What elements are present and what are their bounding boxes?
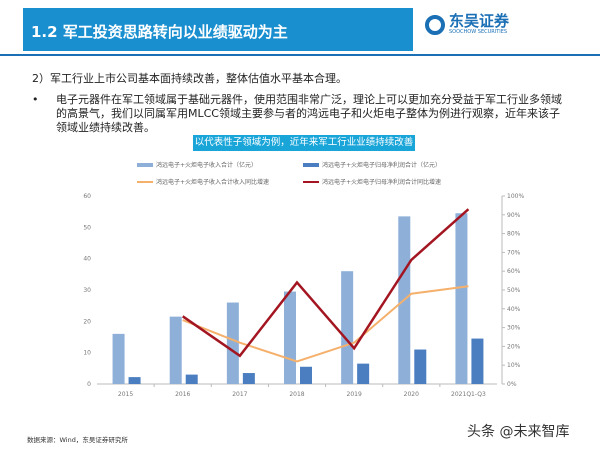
point-2: • 电子元器件在军工领域属于基础元器件，使用范围非常广泛，理论上可以更加充分受益于… (32, 93, 562, 135)
bar-net-profit (242, 373, 255, 384)
legend-item: 鸿远电子+火炬电子收入合计（亿元） (137, 160, 257, 169)
y-right-tick-label: 70% (507, 249, 521, 256)
y-right-tick-label: 30% (507, 325, 521, 332)
y-right-tick-label: 0% (507, 381, 517, 388)
logo-en: SOOCHOW SECURITIES (449, 29, 508, 35)
y-left-tick-label: 0 (87, 381, 91, 388)
bar-net-profit (300, 366, 312, 384)
page-title: 1.2 军工投资思路转向以业绩驱动为主 (23, 8, 413, 51)
bar-revenue (112, 333, 125, 384)
y-right-tick-label: 20% (507, 343, 521, 350)
y-left-tick-label: 50 (83, 224, 91, 231)
y-left-tick-label: 60 (83, 193, 91, 200)
point-1: 2）军工行业上市公司基本面持续改善，整体估值水平基本合理。 (32, 72, 347, 85)
bar-net-profit (414, 349, 427, 384)
x-tick-label: 2021Q1-Q3 (451, 391, 486, 398)
bar-revenue (169, 316, 182, 384)
bar-net-profit (471, 338, 484, 384)
logo-name: 东吴证券 (449, 12, 510, 30)
point-2-text: 电子元器件在军工领域属于基础元器件，使用范围非常广泛，理论上可以更加充分受益于军… (56, 93, 562, 134)
bar-revenue (455, 213, 468, 384)
legend-item: 鸿远电子+火炬电子归母净利润合计（亿元） (303, 160, 441, 169)
source-note: 数据来源：Wind，东吴证券研究所 (27, 436, 128, 444)
x-tick-label: 2019 (347, 391, 362, 398)
x-tick-label: 2015 (118, 391, 133, 398)
logo-icon (425, 14, 445, 35)
y-left-tick-label: 30 (83, 287, 91, 294)
chart-title: 以代表性子领域为例，近年来军工行业业绩持续改善 (193, 135, 415, 151)
x-tick-label: 2016 (175, 391, 190, 398)
x-tick-label: 2017 (232, 391, 247, 398)
legend-item: 鸿远电子+火炬电子归母净利润合计同比增速 (303, 177, 441, 186)
header-divider (0, 54, 600, 56)
y-left-tick-label: 40 (83, 256, 91, 263)
y-left-tick-label: 10 (83, 350, 91, 357)
bar-revenue (284, 291, 296, 384)
bar-net-profit (128, 377, 141, 384)
y-right-tick-label: 10% (507, 362, 521, 369)
bar-net-profit (185, 374, 198, 384)
y-right-tick-label: 90% (507, 212, 521, 219)
y-left-tick-label: 20 (83, 318, 91, 325)
logo: 东吴证券 SOOCHOW SECURITIES (425, 14, 509, 35)
y-right-tick-label: 40% (507, 306, 521, 313)
y-right-tick-label: 80% (507, 231, 521, 238)
bar-net-profit (357, 363, 370, 384)
y-right-tick-label: 50% (507, 287, 521, 294)
bullet: • (32, 93, 39, 106)
line-revenue-growth (182, 285, 469, 363)
x-tick-label: 2018 (289, 391, 304, 398)
y-right-tick-label: 100% (507, 193, 524, 200)
x-tick-label: 2020 (404, 391, 419, 398)
legend-item: 鸿远电子+火炬电子收入合计收入同比增速 (137, 177, 269, 186)
bar-revenue (341, 271, 354, 384)
watermark: 头条 @未来智库 (467, 424, 570, 440)
y-right-tick-label: 60% (507, 268, 521, 275)
bar-revenue (226, 302, 239, 384)
line-profit-growth (182, 208, 470, 358)
